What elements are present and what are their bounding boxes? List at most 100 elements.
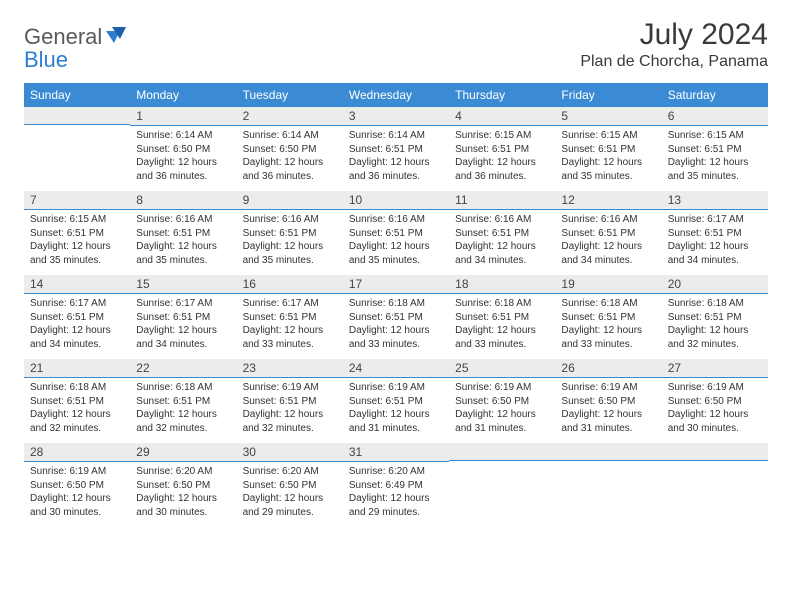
sunrise-text: Sunrise: 6:16 AM — [455, 213, 549, 227]
day-number — [24, 107, 130, 125]
sunset-text: Sunset: 6:51 PM — [243, 311, 337, 325]
day-cell: 15Sunrise: 6:17 AMSunset: 6:51 PMDayligh… — [130, 275, 236, 359]
day-body: Sunrise: 6:14 AMSunset: 6:50 PMDaylight:… — [237, 126, 343, 191]
daylight-text: Daylight: 12 hours and 35 minutes. — [561, 156, 655, 183]
day-number: 15 — [130, 275, 236, 294]
day-cell: 21Sunrise: 6:18 AMSunset: 6:51 PMDayligh… — [24, 359, 130, 443]
day-number: 6 — [662, 107, 768, 126]
day-body: Sunrise: 6:20 AMSunset: 6:50 PMDaylight:… — [237, 462, 343, 527]
day-cell — [449, 443, 555, 527]
day-number: 28 — [24, 443, 130, 462]
sunrise-text: Sunrise: 6:17 AM — [30, 297, 124, 311]
sunrise-text: Sunrise: 6:19 AM — [561, 381, 655, 395]
sunset-text: Sunset: 6:51 PM — [561, 227, 655, 241]
day-number: 23 — [237, 359, 343, 378]
day-cell: 4Sunrise: 6:15 AMSunset: 6:51 PMDaylight… — [449, 107, 555, 191]
day-header: Sunday — [24, 83, 130, 107]
daylight-text: Daylight: 12 hours and 35 minutes. — [136, 240, 230, 267]
daylight-text: Daylight: 12 hours and 34 minutes. — [30, 324, 124, 351]
sunrise-text: Sunrise: 6:15 AM — [455, 129, 549, 143]
day-body: Sunrise: 6:17 AMSunset: 6:51 PMDaylight:… — [237, 294, 343, 359]
sunset-text: Sunset: 6:51 PM — [668, 143, 762, 157]
day-number: 19 — [555, 275, 661, 294]
day-number: 30 — [237, 443, 343, 462]
day-cell: 28Sunrise: 6:19 AMSunset: 6:50 PMDayligh… — [24, 443, 130, 527]
day-cell: 25Sunrise: 6:19 AMSunset: 6:50 PMDayligh… — [449, 359, 555, 443]
sunset-text: Sunset: 6:51 PM — [455, 311, 549, 325]
day-number: 14 — [24, 275, 130, 294]
flag-icon — [106, 27, 126, 48]
day-number: 2 — [237, 107, 343, 126]
day-body: Sunrise: 6:18 AMSunset: 6:51 PMDaylight:… — [555, 294, 661, 359]
day-cell: 9Sunrise: 6:16 AMSunset: 6:51 PMDaylight… — [237, 191, 343, 275]
daylight-text: Daylight: 12 hours and 33 minutes. — [243, 324, 337, 351]
sunset-text: Sunset: 6:51 PM — [668, 227, 762, 241]
day-number: 3 — [343, 107, 449, 126]
day-body: Sunrise: 6:15 AMSunset: 6:51 PMDaylight:… — [555, 126, 661, 191]
location: Plan de Chorcha, Panama — [580, 53, 768, 71]
day-body — [449, 461, 555, 521]
sunrise-text: Sunrise: 6:19 AM — [30, 465, 124, 479]
sunset-text: Sunset: 6:50 PM — [668, 395, 762, 409]
sunrise-text: Sunrise: 6:16 AM — [136, 213, 230, 227]
day-body: Sunrise: 6:16 AMSunset: 6:51 PMDaylight:… — [343, 210, 449, 275]
day-cell: 14Sunrise: 6:17 AMSunset: 6:51 PMDayligh… — [24, 275, 130, 359]
day-cell: 8Sunrise: 6:16 AMSunset: 6:51 PMDaylight… — [130, 191, 236, 275]
sunset-text: Sunset: 6:51 PM — [349, 395, 443, 409]
sunrise-text: Sunrise: 6:19 AM — [668, 381, 762, 395]
daylight-text: Daylight: 12 hours and 36 minutes. — [455, 156, 549, 183]
day-body: Sunrise: 6:14 AMSunset: 6:51 PMDaylight:… — [343, 126, 449, 191]
daylight-text: Daylight: 12 hours and 32 minutes. — [136, 408, 230, 435]
day-body: Sunrise: 6:17 AMSunset: 6:51 PMDaylight:… — [24, 294, 130, 359]
sunset-text: Sunset: 6:50 PM — [561, 395, 655, 409]
week-row: 1Sunrise: 6:14 AMSunset: 6:50 PMDaylight… — [24, 107, 768, 191]
daylight-text: Daylight: 12 hours and 34 minutes. — [668, 240, 762, 267]
day-number: 1 — [130, 107, 236, 126]
calendar-page: General July 2024 Plan de Chorcha, Panam… — [0, 0, 792, 527]
day-cell: 27Sunrise: 6:19 AMSunset: 6:50 PMDayligh… — [662, 359, 768, 443]
daylight-text: Daylight: 12 hours and 31 minutes. — [455, 408, 549, 435]
day-number: 21 — [24, 359, 130, 378]
sunrise-text: Sunrise: 6:18 AM — [561, 297, 655, 311]
day-body: Sunrise: 6:18 AMSunset: 6:51 PMDaylight:… — [130, 378, 236, 443]
sunset-text: Sunset: 6:51 PM — [455, 143, 549, 157]
day-cell: 16Sunrise: 6:17 AMSunset: 6:51 PMDayligh… — [237, 275, 343, 359]
sunset-text: Sunset: 6:50 PM — [30, 479, 124, 493]
sunrise-text: Sunrise: 6:14 AM — [243, 129, 337, 143]
daylight-text: Daylight: 12 hours and 32 minutes. — [668, 324, 762, 351]
day-cell: 1Sunrise: 6:14 AMSunset: 6:50 PMDaylight… — [130, 107, 236, 191]
day-body: Sunrise: 6:19 AMSunset: 6:50 PMDaylight:… — [555, 378, 661, 443]
day-body: Sunrise: 6:14 AMSunset: 6:50 PMDaylight:… — [130, 126, 236, 191]
day-body: Sunrise: 6:16 AMSunset: 6:51 PMDaylight:… — [449, 210, 555, 275]
day-number: 31 — [343, 443, 449, 462]
daylight-text: Daylight: 12 hours and 35 minutes. — [243, 240, 337, 267]
day-number — [449, 443, 555, 461]
day-body: Sunrise: 6:18 AMSunset: 6:51 PMDaylight:… — [24, 378, 130, 443]
daylight-text: Daylight: 12 hours and 33 minutes. — [561, 324, 655, 351]
daylight-text: Daylight: 12 hours and 31 minutes. — [561, 408, 655, 435]
sunrise-text: Sunrise: 6:20 AM — [349, 465, 443, 479]
day-body: Sunrise: 6:15 AMSunset: 6:51 PMDaylight:… — [24, 210, 130, 275]
daylight-text: Daylight: 12 hours and 32 minutes. — [243, 408, 337, 435]
week-row: 28Sunrise: 6:19 AMSunset: 6:50 PMDayligh… — [24, 443, 768, 527]
day-number — [662, 443, 768, 461]
day-number: 13 — [662, 191, 768, 210]
sunrise-text: Sunrise: 6:17 AM — [243, 297, 337, 311]
day-number: 25 — [449, 359, 555, 378]
sunset-text: Sunset: 6:51 PM — [561, 143, 655, 157]
daylight-text: Daylight: 12 hours and 34 minutes. — [136, 324, 230, 351]
day-number: 12 — [555, 191, 661, 210]
day-number: 22 — [130, 359, 236, 378]
daylight-text: Daylight: 12 hours and 31 minutes. — [349, 408, 443, 435]
day-body — [24, 125, 130, 185]
sunrise-text: Sunrise: 6:16 AM — [561, 213, 655, 227]
sunset-text: Sunset: 6:51 PM — [349, 227, 443, 241]
sunrise-text: Sunrise: 6:18 AM — [136, 381, 230, 395]
sunrise-text: Sunrise: 6:19 AM — [349, 381, 443, 395]
week-row: 21Sunrise: 6:18 AMSunset: 6:51 PMDayligh… — [24, 359, 768, 443]
day-body: Sunrise: 6:16 AMSunset: 6:51 PMDaylight:… — [555, 210, 661, 275]
day-number: 26 — [555, 359, 661, 378]
week-row: 7Sunrise: 6:15 AMSunset: 6:51 PMDaylight… — [24, 191, 768, 275]
day-body — [662, 461, 768, 521]
day-body: Sunrise: 6:19 AMSunset: 6:51 PMDaylight:… — [237, 378, 343, 443]
